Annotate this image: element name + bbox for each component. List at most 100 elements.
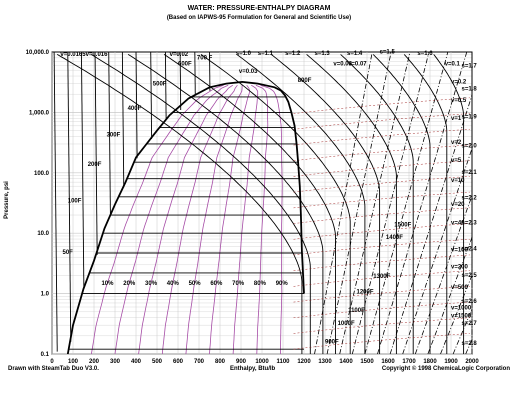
volume-label: v=0.016 bbox=[86, 52, 109, 58]
temperature-label: 1100F bbox=[348, 308, 365, 314]
entropy-label: s=1.6 bbox=[417, 51, 433, 57]
x-tick-label: 1500 bbox=[360, 359, 374, 365]
quality-label: 80% bbox=[254, 281, 267, 287]
x-tick-label: 1700 bbox=[402, 359, 416, 365]
isotherm-vapor bbox=[270, 54, 381, 354]
temperature-label: 1400F bbox=[386, 235, 403, 241]
x-tick-label: 1600 bbox=[381, 359, 395, 365]
x-tick-label: 300 bbox=[110, 359, 121, 365]
quality-label: 50% bbox=[189, 281, 202, 287]
isochore-line bbox=[293, 223, 470, 240]
temperature-label: 400F bbox=[128, 106, 142, 112]
temperature-label: 100F bbox=[68, 199, 82, 205]
entropy-label: s=2.2 bbox=[462, 196, 478, 202]
chart-subtitle: (Based on IAPWS-95 Formulation for Gener… bbox=[166, 15, 352, 21]
temperature-label: 900F bbox=[325, 339, 339, 345]
volume-label: v=1 bbox=[451, 116, 462, 122]
isotherm-liquid bbox=[164, 51, 167, 120]
isentrope-line bbox=[389, 52, 473, 355]
x-axis-label: Enthalpy, Btu/lb bbox=[230, 366, 276, 372]
volume-label: v=100 bbox=[451, 247, 469, 253]
entropy-label: s=1.4 bbox=[347, 51, 363, 57]
isotherm-vapor bbox=[306, 54, 397, 354]
isotherm-liquid bbox=[150, 51, 153, 139]
x-tick-label: 1800 bbox=[423, 359, 437, 365]
chart-title: WATER: PRESSURE-ENTHALPY DIAGRAM bbox=[187, 5, 331, 12]
volume-label: v=1500 bbox=[451, 314, 472, 320]
entropy-label: s=2.7 bbox=[462, 321, 478, 327]
isochore-line bbox=[293, 160, 470, 177]
temperature-label: 1300F bbox=[373, 274, 390, 280]
volume-label: v=0.2 bbox=[451, 80, 467, 86]
quality-label: 90% bbox=[276, 281, 289, 287]
isentrope-line bbox=[364, 51, 449, 355]
isochore-line bbox=[293, 97, 470, 114]
isotherm-vapor bbox=[163, 54, 336, 354]
x-tick-label: 1100 bbox=[276, 359, 290, 365]
isochore-line bbox=[293, 113, 470, 130]
isochore-line bbox=[293, 144, 470, 162]
volume-label: v=0.0165 bbox=[60, 52, 86, 58]
x-tick-label: 600 bbox=[173, 359, 184, 365]
isotherm-liquid bbox=[94, 51, 98, 255]
volume-label: v=0.06 bbox=[333, 61, 352, 67]
temperature-label: 50F bbox=[63, 250, 74, 256]
isotherm-liquid bbox=[194, 51, 196, 96]
volume-label: v=40 bbox=[451, 220, 465, 226]
volume-label: v=2 bbox=[451, 140, 462, 146]
isochore-line bbox=[293, 191, 470, 209]
isotherm-liquid bbox=[108, 51, 111, 217]
y-tick-label: 1.0 bbox=[41, 292, 50, 298]
isentrope-line bbox=[377, 51, 468, 355]
isotherm-liquid bbox=[53, 51, 58, 352]
x-tick-label: 1300 bbox=[318, 359, 332, 365]
isotherm-vapor bbox=[372, 54, 431, 354]
quality-line bbox=[91, 84, 224, 355]
temperature-label: 600F bbox=[178, 61, 192, 67]
y-axis-label: Pressure, psi bbox=[3, 181, 10, 219]
isochore-line bbox=[293, 207, 470, 224]
y-tick-label: 1,000.0 bbox=[29, 110, 50, 116]
quality-line bbox=[161, 84, 238, 355]
volume-label: v=0.03 bbox=[239, 69, 258, 75]
entropy-label: s=2.1 bbox=[462, 170, 478, 176]
x-tick-label: 100 bbox=[68, 359, 79, 365]
entropy-label: s=1.3 bbox=[315, 51, 331, 57]
quality-line bbox=[260, 84, 283, 354]
x-tick-label: 700 bbox=[194, 359, 205, 365]
quality-label: 20% bbox=[123, 281, 136, 287]
entropy-label: s=1.1 bbox=[258, 51, 274, 57]
quality-line bbox=[114, 84, 229, 355]
quality-label: 70% bbox=[232, 281, 245, 287]
y-tick-label: 10,000.0 bbox=[26, 50, 50, 56]
isotherm-vapor bbox=[200, 54, 351, 354]
quality-label: 10% bbox=[101, 281, 114, 287]
x-tick-label: 800 bbox=[215, 359, 226, 365]
isentrope-line bbox=[314, 51, 373, 355]
entropy-label: s=1.5 bbox=[380, 49, 396, 55]
x-tick-label: 1400 bbox=[339, 359, 353, 365]
isotherm-liquid bbox=[80, 51, 85, 289]
temperature-label: 300F bbox=[107, 132, 121, 138]
quality-label: 40% bbox=[167, 281, 180, 287]
y-tick-label: 10.0 bbox=[37, 231, 49, 237]
y-tick-label: 100.0 bbox=[34, 171, 50, 177]
entropy-label: s=2.4 bbox=[462, 246, 478, 252]
entropy-label: s=1.2 bbox=[285, 51, 301, 57]
saturation-dome bbox=[66, 80, 305, 355]
isentrope-line bbox=[326, 51, 392, 355]
isochore-line bbox=[293, 286, 470, 303]
isochore-line bbox=[293, 176, 470, 193]
isochore-line bbox=[293, 301, 470, 319]
volume-label: v=10 bbox=[451, 178, 465, 184]
isotherm-vapor bbox=[90, 54, 311, 354]
footer-credit: Drawn with SteamTab Duo V3.0. bbox=[8, 366, 99, 372]
isotherm-vapor bbox=[433, 54, 465, 354]
x-tick-label: 500 bbox=[152, 359, 163, 365]
temperature-label: 200F bbox=[88, 162, 102, 168]
volume-label: v=0.5 bbox=[451, 98, 467, 104]
quality-line bbox=[209, 84, 251, 355]
isotherm-liquid bbox=[135, 51, 138, 159]
x-tick-label: 400 bbox=[131, 359, 142, 365]
